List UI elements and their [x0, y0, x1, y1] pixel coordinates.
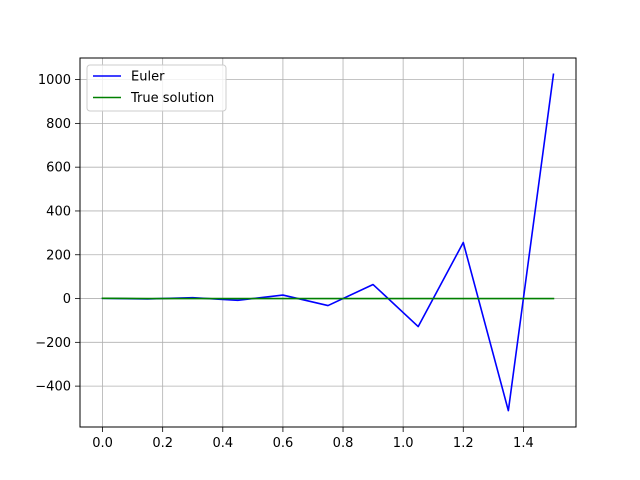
x-tick-label: 0.6	[273, 436, 294, 451]
legend-label-euler: Euler	[131, 70, 165, 85]
y-tick-label: −200	[35, 336, 71, 351]
y-tick-label: 1000	[38, 73, 71, 88]
legend-label-true-solution: True solution	[130, 91, 214, 106]
series-layer	[101, 73, 555, 412]
legend: Euler True solution	[86, 64, 227, 112]
y-tick-label: 0	[63, 292, 71, 307]
x-tick-label: 1.0	[393, 436, 414, 451]
y-tick-label: −400	[35, 380, 71, 395]
plot-frame	[79, 57, 577, 428]
y-tick-label: 600	[46, 161, 71, 176]
y-tick-label: 400	[46, 204, 71, 219]
legend-box	[86, 64, 227, 112]
x-tick-label: 0.8	[333, 436, 354, 451]
x-tick-label: 0.4	[212, 436, 233, 451]
x-tick-label: 1.4	[513, 436, 534, 451]
x-tick-label: 0.0	[92, 436, 113, 451]
axis-ticks: 0.0 0.2 0.4 0.6 0.8 1.0 1.2 1.4 −400 −200 0 200 400 6…	[35, 73, 533, 451]
x-tick-label: 1.2	[453, 436, 474, 451]
x-tick-label: 0.2	[152, 436, 173, 451]
y-tick-label: 800	[46, 117, 71, 132]
y-tick-label: 200	[46, 248, 71, 263]
